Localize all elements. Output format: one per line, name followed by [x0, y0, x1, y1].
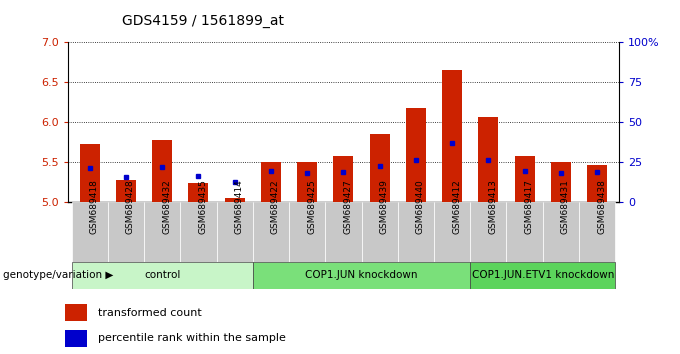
Bar [434, 202, 471, 262]
Text: COP1.JUN knockdown: COP1.JUN knockdown [305, 270, 418, 280]
Text: genotype/variation ▶: genotype/variation ▶ [3, 270, 114, 280]
Text: COP1.JUN.ETV1 knockdown: COP1.JUN.ETV1 knockdown [471, 270, 614, 280]
Text: GSM689413: GSM689413 [488, 179, 497, 234]
Bar [253, 202, 289, 262]
Text: GSM689427: GSM689427 [343, 179, 352, 234]
Bar [398, 202, 434, 262]
Bar [587, 165, 607, 202]
Bar [362, 202, 398, 262]
Text: GSM689414: GSM689414 [235, 179, 243, 234]
Bar [108, 202, 144, 262]
Bar [543, 202, 579, 262]
Bar [152, 139, 172, 202]
Bar [297, 162, 317, 202]
Bar [188, 183, 208, 202]
Bar [515, 156, 534, 202]
Text: GSM689439: GSM689439 [379, 179, 389, 234]
Text: GSM689412: GSM689412 [452, 179, 461, 234]
Bar [551, 162, 571, 202]
Bar [261, 162, 281, 202]
Bar [65, 330, 88, 347]
Text: GSM689417: GSM689417 [524, 179, 534, 234]
Bar [253, 262, 471, 289]
Text: GSM689422: GSM689422 [271, 179, 280, 234]
Bar [180, 202, 216, 262]
Bar [479, 116, 498, 202]
Bar [144, 202, 180, 262]
Text: GDS4159 / 1561899_at: GDS4159 / 1561899_at [122, 14, 284, 28]
Bar [325, 202, 362, 262]
Text: control: control [144, 270, 180, 280]
Text: GSM689428: GSM689428 [126, 179, 135, 234]
Bar [71, 202, 108, 262]
Text: GSM689431: GSM689431 [561, 179, 570, 234]
Bar [65, 304, 88, 321]
Bar [406, 108, 426, 202]
Bar [224, 198, 245, 202]
Bar [116, 180, 136, 202]
Text: GSM689435: GSM689435 [199, 179, 207, 234]
Bar [579, 202, 615, 262]
Bar [370, 134, 390, 202]
Text: GSM689425: GSM689425 [307, 179, 316, 234]
Text: GSM689432: GSM689432 [163, 179, 171, 234]
Text: GSM689438: GSM689438 [597, 179, 606, 234]
Bar [71, 262, 253, 289]
Text: transformed count: transformed count [99, 308, 202, 318]
Bar [471, 262, 615, 289]
Bar [507, 202, 543, 262]
Bar [216, 202, 253, 262]
Text: percentile rank within the sample: percentile rank within the sample [99, 333, 286, 343]
Bar [333, 156, 354, 202]
Text: GSM689418: GSM689418 [90, 179, 99, 234]
Bar [442, 70, 462, 202]
Bar [471, 202, 507, 262]
Text: GSM689440: GSM689440 [416, 179, 425, 234]
Bar [289, 202, 325, 262]
Bar [80, 144, 100, 202]
